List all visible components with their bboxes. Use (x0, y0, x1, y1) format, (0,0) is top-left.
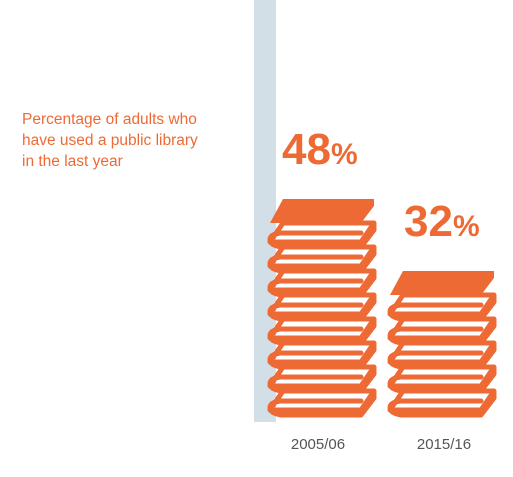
book-2005-06-7 (267, 244, 377, 274)
book-2005-06-5 (267, 292, 377, 322)
chart-title: Percentage of adults who have used a pub… (22, 111, 198, 170)
book-stack-2005-06 (267, 199, 377, 418)
book-2015-16-2 (387, 364, 497, 394)
book-stack-2015-16 (387, 271, 497, 418)
value-label-2005-06: 48% (282, 125, 358, 174)
chart-title-line-2: have used a public library (22, 132, 198, 149)
value-label-2005-06-number: 48 (282, 125, 331, 174)
book-2005-06-1 (267, 388, 377, 418)
category-label-2015-16: 2015/16 (417, 436, 471, 453)
book-2015-16-4 (387, 316, 497, 346)
book-2015-16-5 (387, 292, 497, 322)
value-label-2015-16-number: 32 (404, 197, 453, 246)
category-label-2005-06: 2005/06 (291, 436, 345, 453)
value-label-2005-06-percent: % (331, 138, 358, 171)
book-2005-06-6 (267, 268, 377, 298)
chart-title-line-3: in the last year (22, 153, 123, 170)
book-2005-06-2 (267, 364, 377, 394)
book-2015-16-1 (387, 388, 497, 418)
book-2015-16-3 (387, 340, 497, 370)
book-2005-06-4 (267, 316, 377, 346)
value-label-2015-16-percent: % (453, 210, 480, 243)
book-2005-06-3 (267, 340, 377, 370)
book-2005-06-8 (267, 220, 377, 250)
book-cover-2015-16 (390, 271, 494, 295)
book-cover-2005-06 (270, 199, 374, 223)
value-label-2015-16: 32% (404, 197, 480, 246)
chart-title-line-1: Percentage of adults who (22, 111, 197, 128)
